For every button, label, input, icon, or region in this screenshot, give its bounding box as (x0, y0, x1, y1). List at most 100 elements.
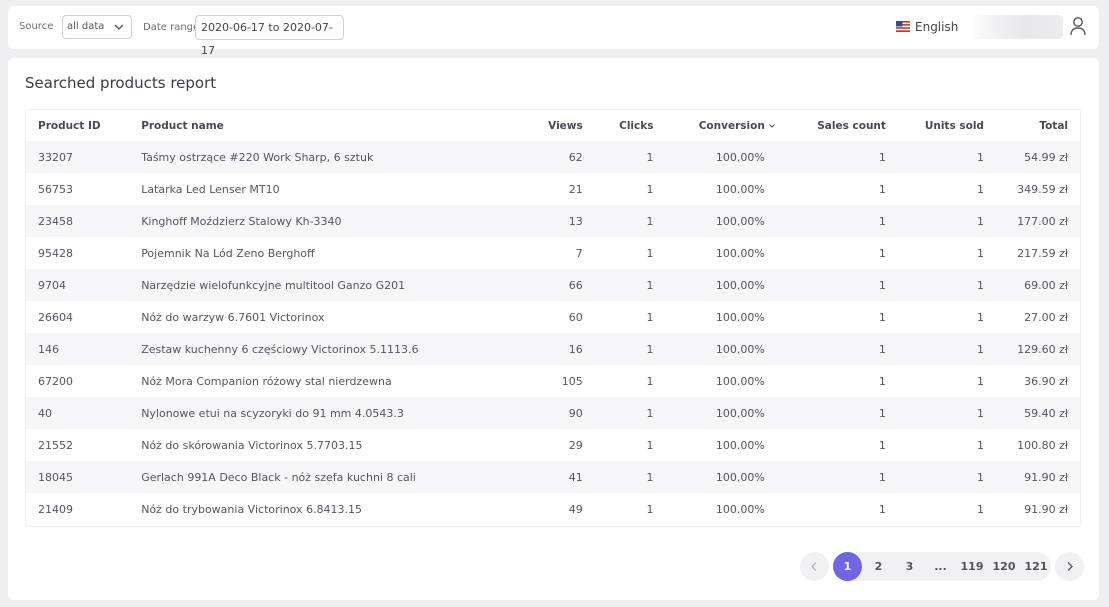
cell-views: 62 (464, 141, 583, 173)
cell-sales-count: 1 (777, 429, 886, 461)
chevron-down-icon (114, 24, 124, 30)
page-button[interactable]: 121 (1024, 560, 1048, 573)
cell-clicks: 1 (582, 301, 654, 333)
table-row[interactable]: 21409 Nóż do trybowania Victorinox 6.8413… (26, 493, 1080, 525)
cell-units-sold: 1 (885, 173, 984, 205)
cell-views: 13 (464, 205, 583, 237)
cell-product-name: Nóż do skórowania Victorinox 5.7703.15 (141, 429, 465, 461)
cell-units-sold: 1 (885, 493, 984, 525)
cell-total: 69.00 zł (983, 269, 1080, 301)
table-row[interactable]: 40 Nylonowe etui na scyzoryki do 91 mm 4.… (26, 397, 1080, 429)
table-row[interactable]: 95428 Pojemnik Na Lód Zeno Berghoff 7 1 100.… (26, 237, 1080, 269)
table-row[interactable]: 33207 Taśmy ostrzące #220 Work Sharp, 6 s… (26, 141, 1080, 173)
cell-product-id: 9704 (26, 269, 142, 301)
cell-views: 21 (464, 173, 583, 205)
cell-clicks: 1 (582, 173, 654, 205)
cell-clicks: 1 (582, 333, 654, 365)
cell-product-name: Nylonowe etui na scyzoryki do 91 mm 4.05… (141, 397, 465, 429)
cell-product-name: Nóż do warzyw 6.7601 Victorinox (141, 301, 465, 333)
language-selector[interactable]: English (915, 20, 959, 34)
cell-units-sold: 1 (885, 301, 984, 333)
table-row[interactable]: 26604 Nóż do warzyw 6.7601 Victorinox 60 1 1… (26, 301, 1080, 333)
us-flag-icon (896, 21, 910, 32)
cell-conversion: 100.00% (653, 365, 778, 397)
cell-units-sold: 1 (885, 461, 984, 493)
table-header-row: Product ID Product name Views Clicks Con… (26, 110, 1080, 141)
prev-page-button[interactable] (800, 552, 829, 581)
cell-conversion: 100.00% (653, 173, 778, 205)
cell-units-sold: 1 (885, 365, 984, 397)
account-name-blurred (972, 15, 1063, 39)
col-header-views[interactable]: Views (464, 110, 583, 141)
cell-clicks: 1 (582, 429, 654, 461)
cell-views: 16 (464, 333, 583, 365)
cell-conversion: 100.00% (653, 333, 778, 365)
next-page-button[interactable] (1055, 552, 1084, 581)
cell-sales-count: 1 (777, 301, 886, 333)
cell-product-name: Kinghoff Moździerz Stalowy Kh-3340 (141, 205, 465, 237)
cell-product-id: 21552 (26, 429, 142, 461)
date-range-label: Date range (143, 22, 200, 33)
table-row[interactable]: 56753 Latarka Led Lenser MT10 21 1 100.00% 1 1… (26, 173, 1080, 205)
col-header-units-sold[interactable]: Units sold (885, 110, 984, 141)
cell-conversion: 100.00% (653, 429, 778, 461)
cell-product-id: 56753 (26, 173, 142, 205)
cell-total: 91.90 zł (983, 493, 1080, 525)
cell-views: 60 (464, 301, 583, 333)
cell-product-name: Narzędzie wielofunkcyjne multitool Ganzo… (141, 269, 465, 301)
user-icon[interactable] (1069, 16, 1087, 36)
chevron-left-icon (811, 562, 817, 571)
cell-conversion: 100.00% (653, 461, 778, 493)
cell-units-sold: 1 (885, 141, 984, 173)
col-header-conversion-label: Conversion (698, 119, 765, 132)
table-row[interactable]: 18045 Gerlach 991A Deco Black - nóż szefa… (26, 461, 1080, 493)
pagination: 1 2 3 ... 119 120 121 (800, 552, 1084, 581)
cell-total: 27.00 zł (983, 301, 1080, 333)
page-number-group (833, 552, 1051, 581)
page-button[interactable]: 3 (905, 560, 914, 573)
table-row[interactable]: 23458 Kinghoff Moździerz Stalowy Kh-3340 1… (26, 205, 1080, 237)
report-panel: Searched products report Product ID Prod… (8, 58, 1099, 600)
cell-units-sold: 1 (885, 269, 984, 301)
cell-sales-count: 1 (777, 173, 886, 205)
cell-conversion: 100.00% (653, 141, 778, 173)
page-button-current[interactable]: 1 (833, 552, 862, 581)
table-row[interactable]: 67200 Nóż Mora Companion różowy stal nier… (26, 365, 1080, 397)
report-table: Product ID Product name Views Clicks Con… (25, 109, 1081, 527)
table-row[interactable]: 9704 Narzędzie wielofunkcyjne multitool G… (26, 269, 1080, 301)
col-header-product-id[interactable]: Product ID (26, 110, 142, 141)
chevron-right-icon (1067, 562, 1073, 571)
cell-product-id: 21409 (26, 493, 142, 525)
cell-product-name: Gerlach 991A Deco Black - nóż szefa kuch… (141, 461, 465, 493)
col-header-product-name[interactable]: Product name (141, 110, 465, 141)
cell-clicks: 1 (582, 269, 654, 301)
cell-total: 129.60 zł (983, 333, 1080, 365)
cell-sales-count: 1 (777, 461, 886, 493)
cell-views: 29 (464, 429, 583, 461)
table-row[interactable]: 146 Zestaw kuchenny 6 częściowy Victorino… (26, 333, 1080, 365)
cell-product-name: Nóż do trybowania Victorinox 6.8413.15 (141, 493, 465, 525)
date-range-input[interactable]: 2020-06-17 to 2020-07-17 (195, 15, 344, 57)
cell-total: 177.00 zł (983, 205, 1080, 237)
page-button[interactable]: 119 (960, 560, 984, 573)
cell-clicks: 1 (582, 461, 654, 493)
cell-sales-count: 1 (777, 269, 886, 301)
col-header-total[interactable]: Total (983, 110, 1080, 141)
source-select[interactable]: all data (62, 15, 132, 39)
top-bar: Source all data Date range 2020-06-17 to… (8, 6, 1099, 57)
page-title: Searched products report (25, 74, 217, 92)
cell-product-id: 23458 (26, 205, 142, 237)
table-row[interactable]: 21552 Nóż do skórowania Victorinox 5.7703… (26, 429, 1080, 461)
page-button[interactable]: 2 (874, 560, 883, 573)
col-header-clicks[interactable]: Clicks (582, 110, 654, 141)
cell-clicks: 1 (582, 365, 654, 397)
cell-clicks: 1 (582, 237, 654, 269)
cell-views: 7 (464, 237, 583, 269)
cell-conversion: 100.00% (653, 493, 778, 525)
col-header-sales-count[interactable]: Sales count (777, 110, 886, 141)
sort-down-icon (768, 123, 775, 128)
cell-views: 49 (464, 493, 583, 525)
col-header-conversion[interactable]: Conversion (653, 110, 778, 141)
page-button[interactable]: 120 (992, 560, 1016, 573)
cell-product-id: 146 (26, 333, 142, 365)
